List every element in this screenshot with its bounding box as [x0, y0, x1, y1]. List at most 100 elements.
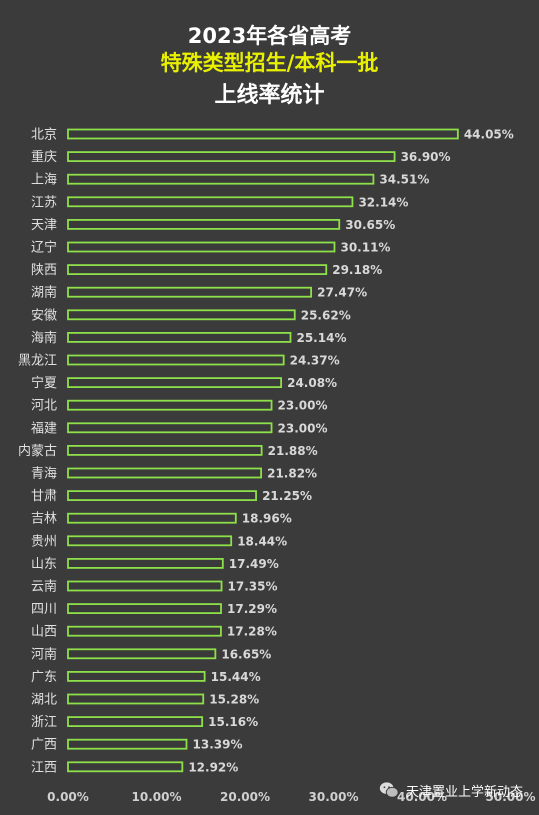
category-label: 重庆: [31, 149, 57, 165]
bar: [67, 422, 273, 434]
category-label: 辽宁: [31, 240, 57, 256]
data-label: 24.37%: [290, 354, 340, 368]
category-label: 云南: [31, 579, 57, 595]
bar: [67, 196, 354, 208]
data-label: 29.18%: [332, 263, 382, 277]
bar: [67, 716, 204, 727]
data-label: 25.62%: [301, 308, 351, 322]
bar: [67, 354, 285, 366]
bar: [67, 286, 313, 298]
bar: [67, 490, 257, 502]
bar: [67, 648, 217, 660]
category-label: 黑龙江: [18, 354, 57, 369]
x-tick-label: 10.00%: [132, 790, 182, 804]
bar: [67, 444, 263, 456]
category-label: 青海: [31, 467, 57, 482]
chart-title-line-1: 2023年各省高考: [187, 24, 352, 48]
category-label: 贵州: [31, 534, 57, 549]
data-label: 17.28%: [227, 625, 277, 639]
category-label: 河南: [31, 646, 57, 662]
data-label: 24.08%: [287, 376, 337, 390]
bar: [67, 331, 292, 343]
chart-title-line-3: 上线率统计: [214, 83, 325, 108]
bar: [67, 309, 296, 321]
data-label: 17.29%: [227, 602, 277, 616]
data-label: 23.00%: [278, 421, 328, 435]
category-label: 内蒙古: [18, 443, 57, 459]
data-label: 18.44%: [237, 534, 287, 548]
chart-title-line-2: 特殊类型招生/本科一批: [160, 51, 379, 75]
data-label: 17.49%: [229, 557, 279, 571]
x-tick-label: 30.00%: [309, 790, 359, 804]
bar: [67, 377, 283, 389]
category-label: 安徽: [31, 308, 57, 323]
bar: [67, 151, 396, 163]
data-label: 30.11%: [340, 241, 390, 255]
wechat-icon: [379, 782, 399, 798]
category-label: 甘肃: [31, 489, 57, 504]
data-label: 36.90%: [401, 150, 451, 164]
category-label: 陕西: [31, 263, 57, 278]
data-label: 18.96%: [242, 512, 292, 526]
bar: [67, 738, 188, 750]
data-label: 25.14%: [296, 331, 346, 345]
category-label: 吉林: [31, 512, 57, 527]
category-label: 山西: [31, 625, 57, 640]
bar: [67, 241, 336, 253]
bar: [67, 128, 459, 140]
data-label: 12.92%: [188, 760, 238, 774]
data-label: 15.28%: [209, 693, 259, 707]
data-label: 21.88%: [268, 444, 318, 458]
category-label: 上海: [31, 173, 57, 188]
data-label: 13.39%: [193, 738, 243, 752]
category-label: 河北: [31, 399, 57, 414]
bar: [67, 467, 263, 479]
bar: [67, 625, 222, 637]
category-label: 广东: [31, 670, 57, 685]
category-label: 江苏: [31, 194, 57, 210]
bar: [67, 693, 205, 705]
bar: [67, 512, 237, 524]
data-label: 27.47%: [317, 286, 367, 300]
bar: [67, 218, 341, 230]
bar: [67, 761, 184, 773]
category-label: 宁夏: [31, 375, 57, 391]
bar: [67, 671, 206, 682]
category-label: 广西: [31, 738, 57, 753]
x-tick-label: 40.00%: [397, 790, 447, 804]
category-label: 湖北: [31, 693, 57, 708]
data-label: 15.44%: [211, 670, 261, 684]
category-label: 四川: [31, 602, 57, 617]
bar: [67, 173, 375, 185]
data-label: 23.00%: [278, 399, 328, 413]
bar: [67, 558, 224, 569]
x-tick-label: 0.00%: [47, 790, 89, 804]
x-tick-label: 50.00%: [486, 790, 536, 804]
x-tick-label: 20.00%: [220, 790, 270, 804]
data-label: 32.14%: [358, 195, 408, 209]
data-label: 44.05%: [464, 128, 514, 142]
category-label: 北京: [31, 128, 57, 143]
data-label: 34.51%: [379, 173, 429, 187]
watermark-text: 天津置业上学新动态: [406, 784, 524, 800]
data-label: 21.25%: [262, 489, 312, 503]
category-label: 福建: [31, 421, 57, 436]
category-label: 天津: [31, 218, 57, 233]
bar: [67, 264, 328, 276]
category-label: 海南: [31, 330, 57, 346]
category-label: 江西: [31, 760, 57, 775]
data-label: 15.16%: [208, 715, 258, 729]
bar: [67, 535, 233, 547]
data-label: 16.65%: [221, 647, 271, 661]
data-label: 30.65%: [345, 218, 395, 232]
bar: [67, 580, 223, 592]
category-label: 浙江: [31, 715, 57, 730]
bar: [67, 603, 222, 614]
watermark: 天津置业上学新动态: [378, 779, 523, 801]
data-label: 21.82%: [267, 467, 317, 481]
category-label: 湖南: [31, 285, 57, 301]
category-label: 山东: [31, 557, 57, 572]
data-label: 17.35%: [228, 580, 278, 594]
bar: [67, 399, 273, 411]
